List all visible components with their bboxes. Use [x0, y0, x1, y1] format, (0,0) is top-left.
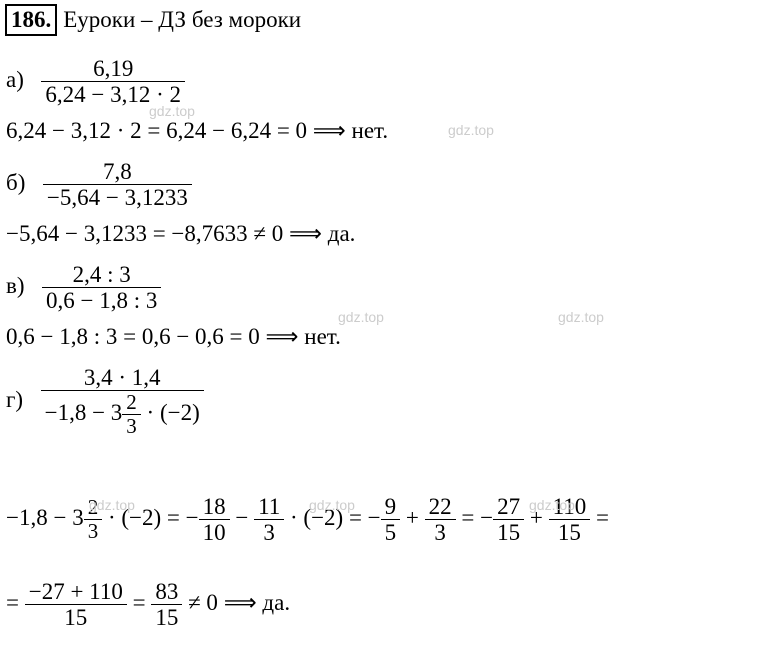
watermark: gdz.top: [149, 103, 195, 120]
part-d-calc-2: = −27 + 11015 = 8315 ≠ 0 ⟹ да.: [6, 580, 290, 629]
part-c-calc: 0,6 − 1,8 : 3 = 0,6 − 0,6 = 0 ⟹ нет.: [6, 323, 341, 351]
part-b-den: −5,64 − 3,1233: [43, 185, 192, 209]
part-a-num: 6,19: [41, 57, 185, 82]
part-d-label: г): [6, 387, 23, 412]
problem-number: 186.: [5, 4, 57, 36]
part-c-fraction: в) 2,4 : 3 0,6 − 1,8 : 3: [6, 263, 161, 312]
watermark: gdz.top: [529, 497, 575, 514]
part-b-label: б): [6, 170, 25, 195]
watermark: gdz.top: [309, 497, 355, 514]
part-b-fraction: б) 7,8 −5,64 − 3,1233: [6, 160, 192, 209]
part-d-den: −1,8 − 323 · (−2): [41, 391, 204, 437]
watermark: gdz.top: [338, 309, 384, 326]
watermark: gdz.top: [89, 497, 135, 514]
part-b-num: 7,8: [43, 160, 192, 185]
header-text: Еуроки – ДЗ без мороки: [63, 6, 301, 34]
watermark: gdz.top: [558, 309, 604, 326]
part-d-num: 3,4 · 1,4: [41, 366, 204, 391]
watermark: gdz.top: [448, 122, 494, 139]
part-c-num: 2,4 : 3: [42, 263, 161, 288]
part-a-label: а): [6, 67, 24, 92]
part-a-calc: 6,24 − 3,12 · 2 = 6,24 − 6,24 = 0 ⟹ нет.: [6, 117, 388, 145]
part-a-fraction: а) 6,19 6,24 − 3,12 · 2: [6, 57, 185, 106]
part-b-calc: −5,64 − 3,1233 = −8,7633 ≠ 0 ⟹ да.: [6, 220, 355, 248]
part-d-fraction: г) 3,4 · 1,4 −1,8 − 323 · (−2): [6, 366, 204, 437]
part-c-den: 0,6 − 1,8 : 3: [42, 288, 161, 312]
header: 186. Еуроки – ДЗ без мороки: [5, 4, 301, 36]
part-c-label: в): [6, 273, 25, 298]
